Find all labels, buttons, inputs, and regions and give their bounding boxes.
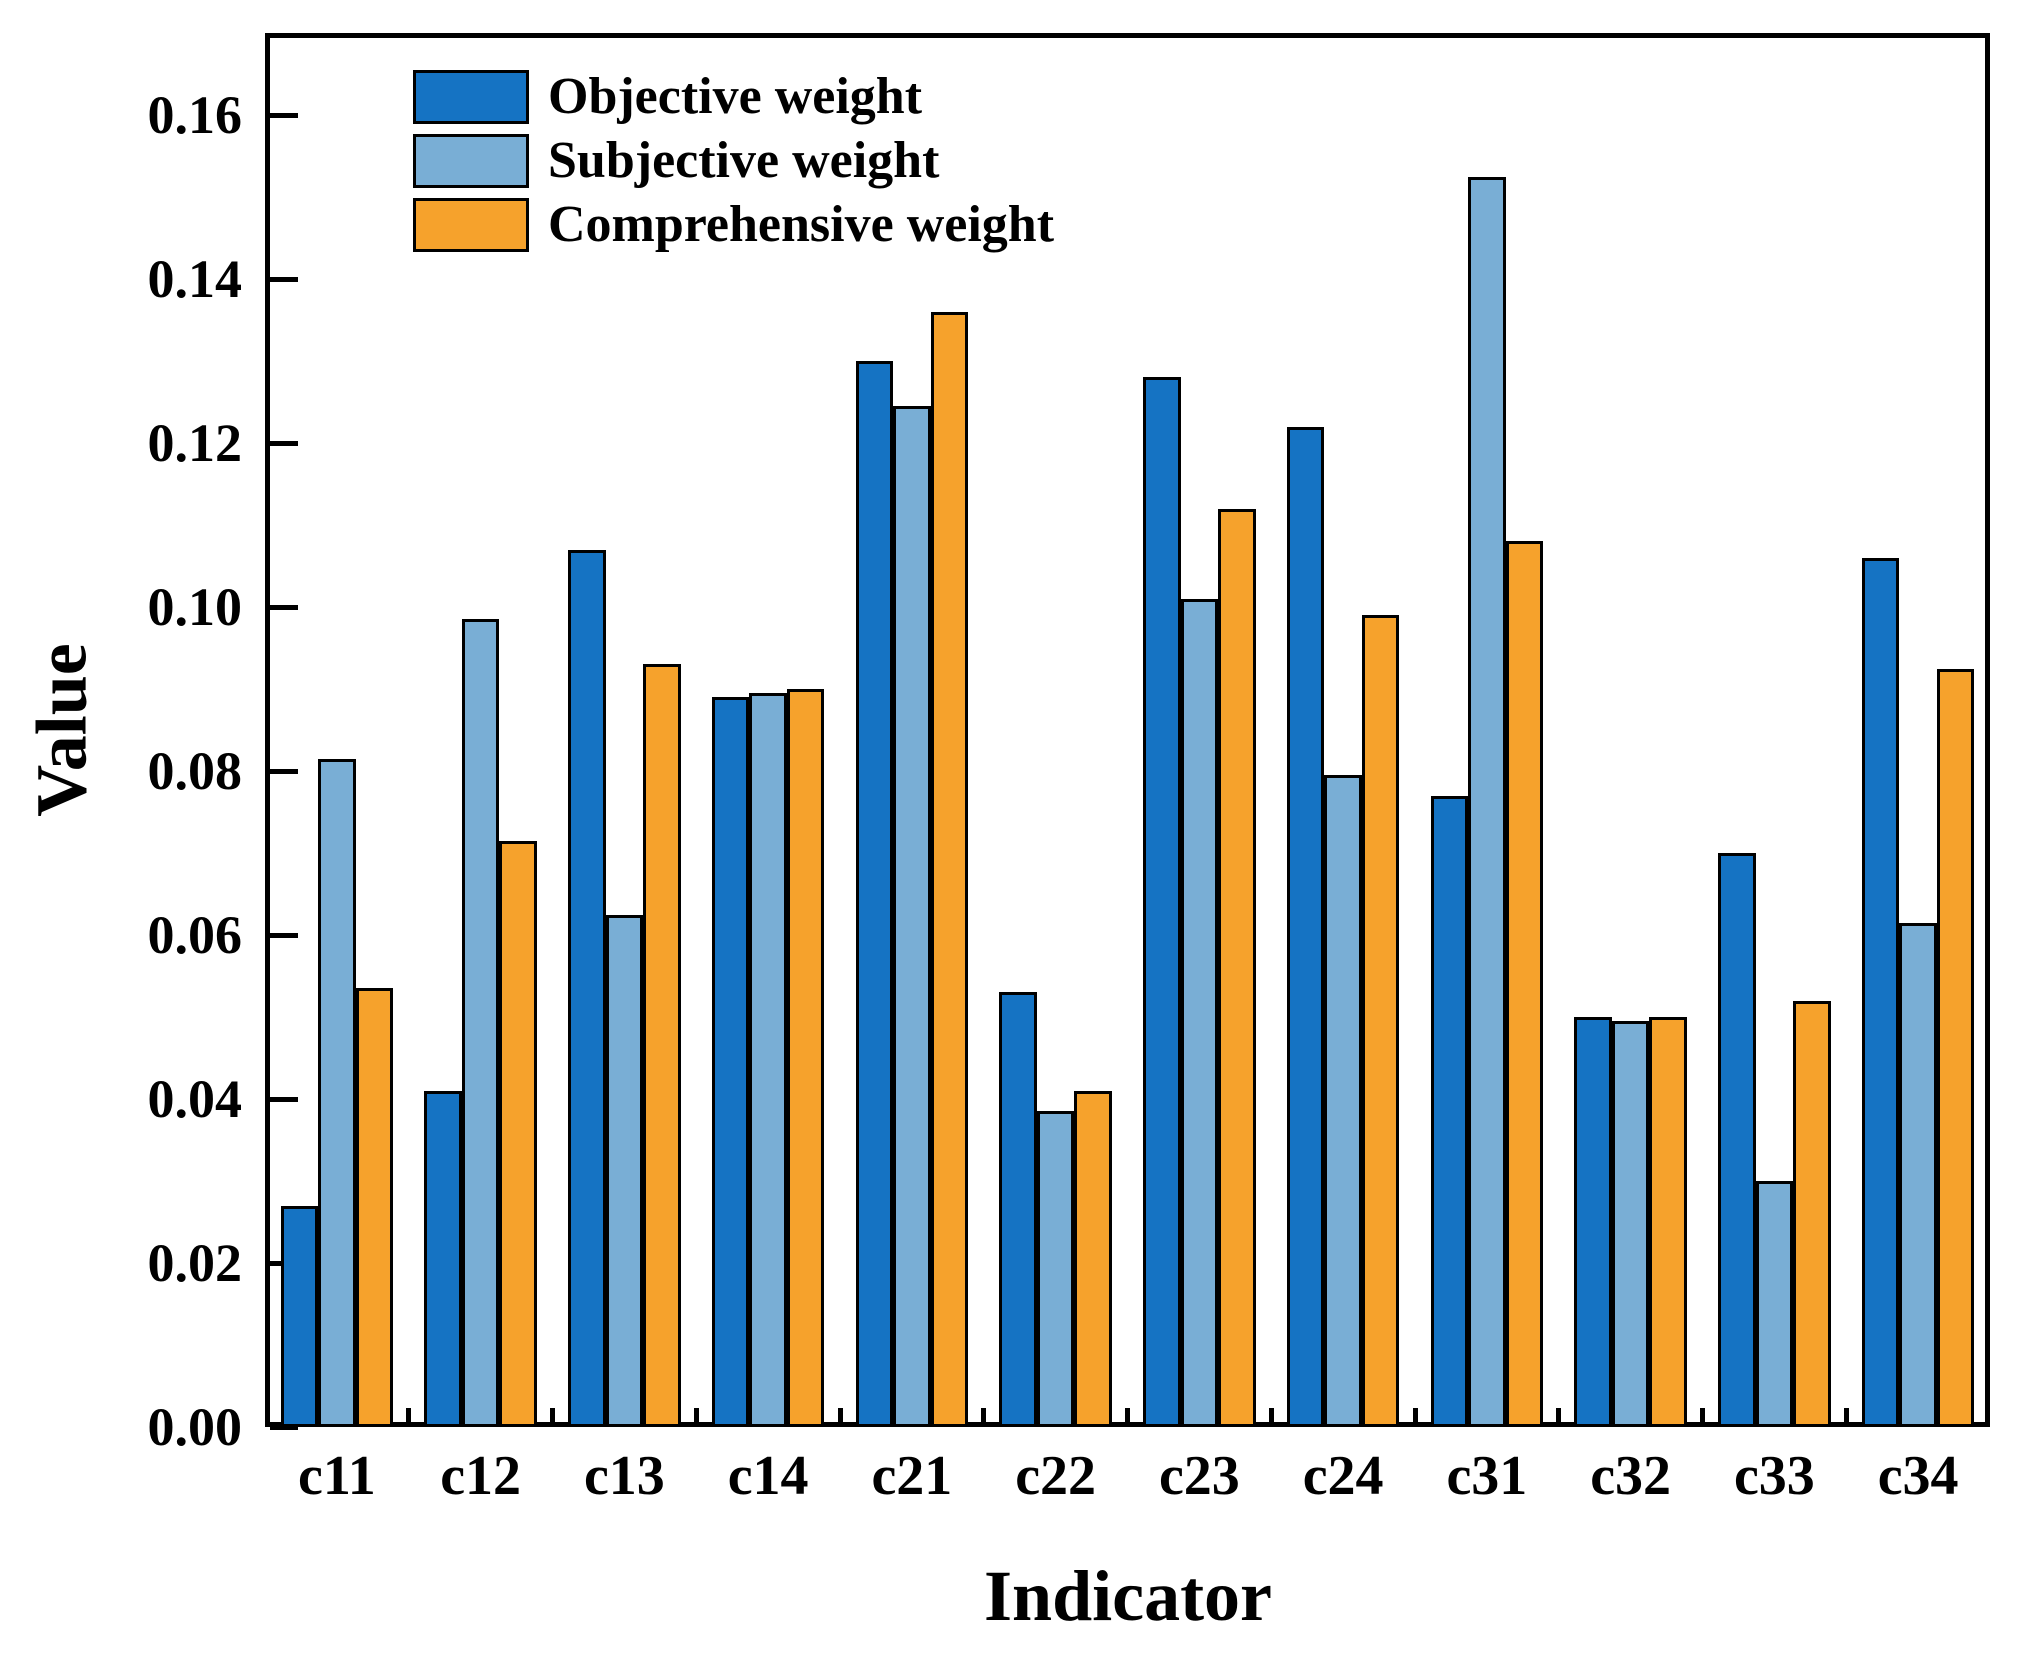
x-axis-tick-label: c31 <box>1446 1445 1528 1507</box>
y-axis-tick-label: 0.16 <box>147 85 243 145</box>
y-axis-major-tick <box>270 1424 298 1430</box>
legend-label: Comprehensive weight <box>548 196 1055 253</box>
x-axis-tick-label: c22 <box>1015 1445 1097 1507</box>
x-axis-minor-tick <box>837 1408 843 1422</box>
plot-area <box>265 33 1990 1427</box>
bar-c33-comprehensive-weight <box>1793 1000 1831 1427</box>
bar-c12-comprehensive-weight <box>499 840 537 1427</box>
bar-c23-comprehensive-weight <box>1218 508 1256 1427</box>
y-axis-tick-label: 0.14 <box>147 249 243 309</box>
y-axis-tick-label: 0.08 <box>147 741 243 801</box>
legend-label: Objective weight <box>548 68 923 125</box>
x-axis-tick-label: c32 <box>1590 1445 1672 1507</box>
x-axis-minor-tick <box>550 1408 555 1422</box>
bar-c13-subjective-weight <box>605 914 644 1427</box>
bar-c24-comprehensive-weight <box>1361 615 1400 1427</box>
x-axis-tick-label: c14 <box>727 1445 809 1507</box>
x-axis-minor-tick <box>693 1408 699 1422</box>
bar-c11-subjective-weight <box>318 758 356 1427</box>
legend-swatch-objective-weight <box>413 70 529 124</box>
x-axis-minor-tick <box>1700 1408 1705 1422</box>
bar-c34-subjective-weight <box>1899 922 1937 1427</box>
bar-c31-subjective-weight <box>1468 176 1506 1427</box>
x-axis-tick-label: c11 <box>297 1445 376 1507</box>
x-axis-minor-tick <box>981 1408 987 1422</box>
x-axis-minor-tick <box>1556 1408 1562 1422</box>
x-axis-tick-label: c23 <box>1158 1445 1240 1507</box>
y-axis-major-tick <box>270 276 298 282</box>
y-axis-major-tick <box>270 440 298 446</box>
x-axis-tick-label: c13 <box>583 1445 665 1507</box>
bar-c12-objective-weight <box>424 1090 462 1427</box>
y-axis-tick-label: 0.04 <box>147 1069 243 1129</box>
bar-c23-subjective-weight <box>1180 598 1219 1427</box>
bar-c14-subjective-weight <box>749 693 787 1427</box>
x-axis-tick-label: c33 <box>1733 1445 1815 1507</box>
y-axis-tick-label: 0.10 <box>147 577 243 637</box>
bar-c32-comprehensive-weight <box>1649 1017 1687 1427</box>
bar-c22-objective-weight <box>999 992 1037 1427</box>
y-axis-major-tick <box>270 932 298 938</box>
bar-c23-objective-weight <box>1143 377 1181 1427</box>
bar-c24-objective-weight <box>1286 426 1325 1427</box>
bar-c21-subjective-weight <box>893 406 931 1427</box>
bar-c21-objective-weight <box>855 361 894 1427</box>
bar-c22-subjective-weight <box>1036 1111 1075 1427</box>
x-axis-minor-tick <box>1843 1408 1849 1422</box>
y-axis-tick-label: 0.00 <box>147 1397 243 1457</box>
legend-swatch-comprehensive-weight <box>413 198 529 252</box>
y-axis-tick-label: 0.12 <box>147 413 243 473</box>
x-axis-title: Indicator <box>984 1556 1272 1636</box>
bar-c13-comprehensive-weight <box>643 664 681 1427</box>
x-axis-minor-tick <box>1125 1408 1130 1422</box>
bar-c24-subjective-weight <box>1324 775 1362 1427</box>
x-axis-tick-label: c34 <box>1877 1445 1959 1507</box>
bar-c12-subjective-weight <box>461 619 500 1427</box>
bar-c21-comprehensive-weight <box>930 311 969 1427</box>
bar-c32-subjective-weight <box>1611 1021 1650 1427</box>
bar-c33-subjective-weight <box>1755 1181 1794 1427</box>
y-axis-major-tick <box>270 112 298 118</box>
bar-c14-objective-weight <box>711 697 750 1427</box>
y-axis-major-tick <box>270 768 298 774</box>
bar-c22-comprehensive-weight <box>1074 1090 1112 1427</box>
y-axis-tick-label: 0.06 <box>147 905 243 965</box>
bar-c11-comprehensive-weight <box>355 988 394 1427</box>
bar-c31-objective-weight <box>1430 795 1469 1427</box>
bar-c32-objective-weight <box>1574 1017 1612 1427</box>
y-axis-tick-label: 0.02 <box>147 1233 243 1293</box>
y-axis-major-tick <box>270 1096 298 1102</box>
bar-c13-objective-weight <box>568 549 606 1427</box>
bar-c33-objective-weight <box>1718 853 1756 1427</box>
x-axis-tick-label: c12 <box>440 1445 522 1507</box>
x-axis-tick-label: c21 <box>871 1445 953 1507</box>
x-axis-minor-tick <box>406 1408 412 1422</box>
bar-c31-comprehensive-weight <box>1505 541 1544 1427</box>
bar-c14-comprehensive-weight <box>786 689 825 1427</box>
x-axis-minor-tick <box>1412 1408 1418 1422</box>
legend-label: Subjective weight <box>548 132 940 189</box>
legend-swatch-subjective-weight <box>413 134 529 188</box>
bar-c34-comprehensive-weight <box>1936 668 1975 1427</box>
y-axis-major-tick <box>270 604 298 610</box>
x-axis-minor-tick <box>1268 1408 1274 1422</box>
bar-c34-objective-weight <box>1861 557 1900 1427</box>
x-axis-tick-label: c24 <box>1302 1445 1384 1507</box>
bar-c11-objective-weight <box>280 1205 319 1427</box>
